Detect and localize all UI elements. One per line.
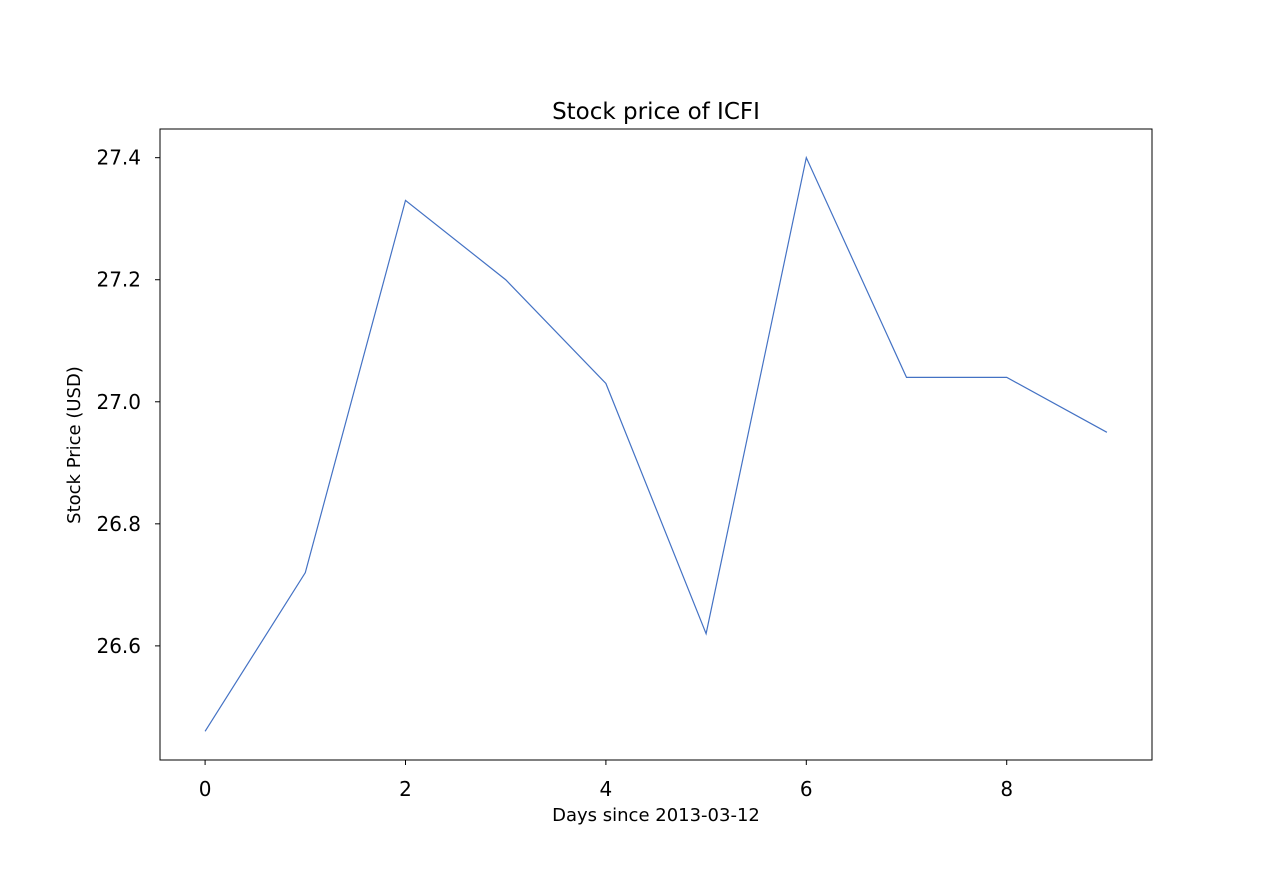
y-tick-label: 27.0	[96, 390, 141, 414]
chart-title: Stock price of ICFI	[552, 99, 760, 125]
y-axis-ticks: 26.6 26.8 27.0 27.2 27.4	[96, 146, 160, 658]
plot-frame	[159, 128, 1153, 761]
y-tick-label: 26.8	[96, 512, 141, 536]
series-line-0	[204, 155, 1108, 732]
x-axis-label: Days since 2013-03-12	[552, 805, 760, 826]
x-tick-label: 4	[600, 777, 613, 801]
x-tick-label: 2	[399, 777, 412, 801]
plot-area	[204, 155, 1108, 732]
x-tick-label: 8	[1000, 777, 1013, 801]
y-axis-label: Stock Price (USD)	[64, 366, 85, 524]
y-tick-label: 27.2	[96, 268, 141, 292]
y-tick-label: 27.4	[96, 146, 141, 170]
x-tick-label: 0	[199, 777, 212, 801]
x-axis-ticks: 0 2 4 6 8	[199, 760, 1013, 801]
y-tick-label: 26.6	[96, 634, 141, 658]
x-tick-label: 6	[800, 777, 813, 801]
